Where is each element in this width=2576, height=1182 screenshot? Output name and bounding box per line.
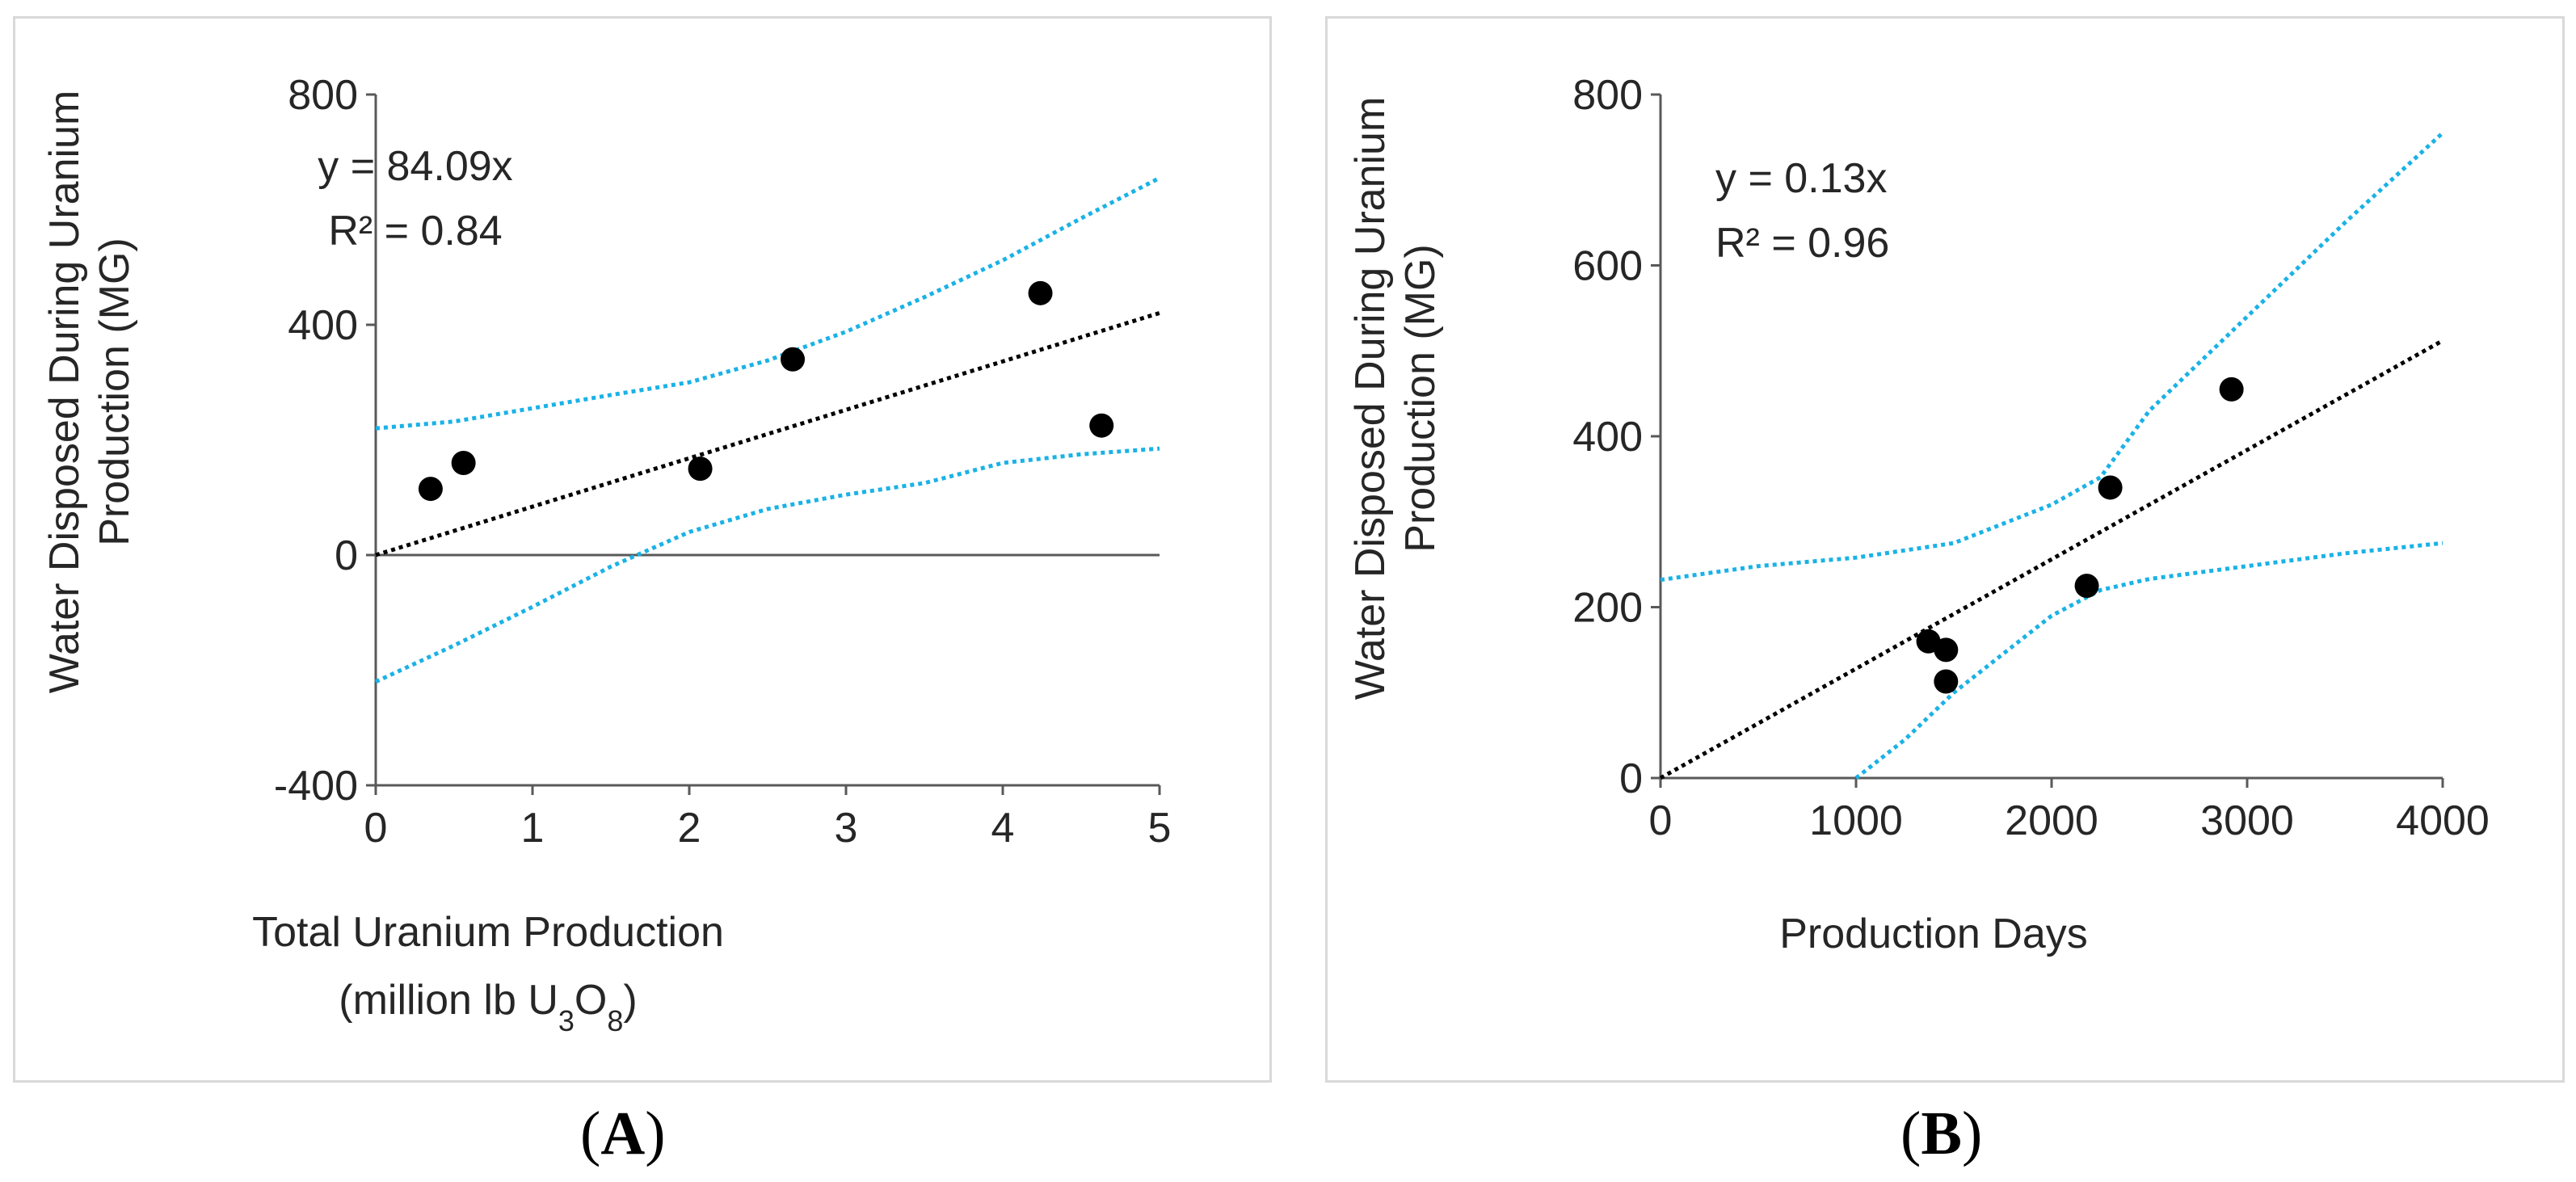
x-tick-label: 5 — [1148, 805, 1172, 852]
x-tick-label: 2 — [678, 805, 701, 852]
y-tick-label: 0 — [335, 532, 358, 579]
data-point — [2074, 574, 2099, 599]
x-tick-label: 0 — [1649, 797, 1673, 844]
x-tick-label: 0 — [364, 805, 388, 852]
data-point — [688, 456, 713, 482]
data-point — [2219, 376, 2244, 402]
data-point — [781, 347, 806, 372]
data-point — [1028, 280, 1053, 305]
y-axis-label-line1: Water Disposed During Uranium — [41, 90, 88, 694]
y-tick-label: 800 — [1572, 72, 1643, 119]
x-tick-label: 4000 — [2396, 797, 2490, 844]
data-point — [418, 477, 443, 502]
chart-panel-a: Water Disposed During Uranium Production… — [13, 16, 1272, 1083]
trendline — [1659, 339, 2444, 780]
x-tick-label: 1 — [521, 805, 545, 852]
data-point — [451, 451, 476, 475]
chart-b: Water Disposed During Uranium Production… — [1347, 72, 2490, 957]
x-tick-label: 4 — [991, 805, 1015, 852]
chart-a: Water Disposed During Uranium Production… — [41, 72, 1172, 1037]
x-tick-label: 3000 — [2200, 797, 2294, 844]
r-squared-label: R² = 0.84 — [328, 208, 502, 254]
trendline — [375, 311, 1160, 557]
data-point — [1089, 413, 1114, 438]
panel-caption-b-letter: B — [1921, 1100, 1963, 1167]
y-tick-label: -400 — [274, 763, 358, 810]
y-axis-label-b: Water Disposed During Uranium Production… — [1347, 97, 1444, 700]
y-axis-label-a: Water Disposed During Uranium Production… — [41, 90, 138, 694]
y-axis-label-line1: Water Disposed During Uranium — [1347, 97, 1394, 700]
x-tick-label: 2000 — [2005, 797, 2098, 844]
y-tick-label: 600 — [1572, 243, 1643, 290]
lower-confidence-band — [374, 446, 1160, 684]
y-axis-label-line2: Production (MG) — [1397, 244, 1444, 552]
upper-confidence-band — [1660, 131, 2444, 583]
y-axis-label-line2: Production (MG) — [91, 238, 138, 545]
upper-confidence-band — [375, 176, 1161, 431]
y-tick-label: 200 — [1572, 585, 1643, 632]
r-squared-label: R² = 0.96 — [1715, 220, 1889, 267]
y-tick-label: 800 — [288, 72, 358, 119]
panel-caption-a: (A) — [580, 1100, 666, 1167]
y-tick-label: 0 — [1619, 755, 1643, 802]
chart-panel-b: Water Disposed During Uranium Production… — [1325, 16, 2565, 1083]
data-point — [1934, 669, 1959, 694]
y-tick-label: 400 — [1572, 414, 1643, 461]
data-point — [1934, 637, 1959, 663]
lower-confidence-band — [1854, 541, 2443, 780]
x-tick-label: 1000 — [1809, 797, 1903, 844]
x-axis-label-line1: Total Uranium Production — [252, 909, 724, 956]
panel-caption-a-letter: A — [600, 1100, 646, 1167]
trendline-equation: y = 0.13x — [1715, 155, 1887, 202]
x-axis-label: Production Days — [1779, 911, 2088, 957]
data-point — [2098, 475, 2123, 500]
trendline-equation: y = 84.09x — [318, 143, 512, 190]
x-axis-label-line2: (million lb U3O8) — [339, 977, 637, 1037]
y-tick-label: 400 — [288, 302, 358, 349]
panel-caption-b: (B) — [1900, 1100, 1983, 1167]
x-tick-label: 3 — [835, 805, 858, 852]
